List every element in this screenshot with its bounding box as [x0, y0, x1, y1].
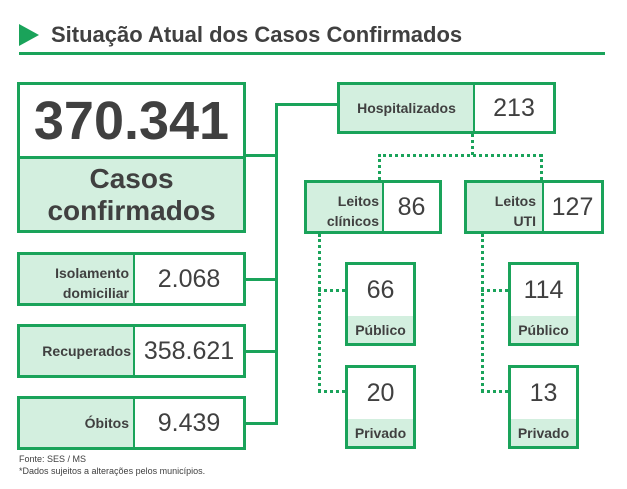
disclaimer-note: *Dados sujeitos a alterações pelos munic…	[19, 466, 206, 476]
dotted-uti-down	[481, 234, 484, 392]
leitos-clinicos-label-line2: clínicos	[326, 213, 379, 229]
obitos-divider	[133, 399, 135, 447]
dotted-hospital-down	[471, 134, 474, 155]
dotted-uti-privado	[481, 390, 508, 393]
leitos-uti-value: 127	[551, 192, 594, 221]
clinicos-publico-box: 66 Público	[345, 262, 416, 346]
clinicos-privado-label: Privado	[348, 419, 413, 446]
dotted-to-uti	[540, 154, 543, 180]
recuperados-value: 358.621	[143, 336, 235, 365]
connector-obitos	[244, 422, 277, 425]
clinicos-privado-value: 20	[366, 379, 395, 407]
clinicos-privado-box: 20 Privado	[345, 365, 416, 449]
recuperados-divider	[133, 327, 135, 375]
isolamento-label: Isolamento domiciliar	[20, 255, 133, 303]
obitos-box: Óbitos 9.439	[17, 396, 246, 450]
uti-publico-label: Público	[511, 316, 576, 343]
total-cases-box: 370.341 Casos confirmados	[17, 82, 246, 233]
dotted-to-clinicos	[378, 154, 381, 180]
dotted-clinicos-down	[318, 234, 321, 392]
leitos-uti-box: Leitos UTI 127	[464, 180, 604, 234]
isolamento-value: 2.068	[157, 264, 221, 293]
connector-total-trunk	[244, 154, 277, 157]
dotted-clinicos-publico	[318, 289, 345, 292]
isolamento-box: Isolamento domiciliar 2.068	[17, 252, 246, 306]
dotted-hospital-branch	[378, 154, 542, 157]
leitos-uti-label: Leitos UTI	[467, 183, 542, 231]
connector-trunk	[275, 103, 278, 425]
total-cases-value: 370.341	[33, 91, 230, 151]
total-cases-label-line2: confirmados	[47, 194, 216, 226]
uti-privado-label: Privado	[511, 419, 576, 446]
obitos-label: Óbitos	[20, 399, 133, 447]
uti-privado-box: 13 Privado	[508, 365, 579, 449]
connector-isolamento	[244, 278, 277, 281]
isolamento-label-line1: Isolamento	[55, 265, 129, 281]
leitos-uti-label-line1: Leitos	[494, 193, 536, 209]
source-note: Fonte: SES / MS	[19, 454, 87, 464]
leitos-clinicos-divider	[382, 183, 384, 231]
uti-publico-value: 114	[523, 276, 564, 304]
hospitalizados-value: 213	[493, 93, 535, 122]
total-cases-label: Casos confirmados	[20, 159, 243, 230]
connector-hospital	[275, 103, 337, 106]
header-underline	[19, 52, 605, 55]
leitos-clinicos-value: 86	[397, 192, 426, 221]
isolamento-divider	[133, 255, 135, 303]
dotted-clinicos-privado	[318, 390, 345, 393]
clinicos-publico-value: 66	[366, 276, 395, 304]
obitos-value: 9.439	[157, 408, 221, 437]
clinicos-publico-label: Público	[348, 316, 413, 343]
total-cases-label-line1: Casos	[89, 162, 174, 194]
recuperados-box: Recuperados 358.621	[17, 324, 246, 378]
isolamento-label-line2: domiciliar	[62, 285, 129, 301]
leitos-uti-divider	[542, 183, 544, 231]
dotted-uti-publico	[481, 289, 508, 292]
leitos-clinicos-box: Leitos clínicos 86	[304, 180, 442, 234]
hospitalizados-label: Hospitalizados	[340, 85, 473, 131]
recuperados-label: Recuperados	[20, 327, 133, 375]
leitos-clinicos-label-line1: Leitos	[337, 193, 379, 209]
leitos-clinicos-label: Leitos clínicos	[307, 183, 382, 231]
leitos-uti-label-line2: UTI	[513, 213, 536, 229]
connector-recuperados	[244, 350, 277, 353]
hospitalizados-divider	[473, 85, 475, 131]
page-title: Situação Atual dos Casos Confirmados	[51, 22, 463, 47]
uti-privado-value: 13	[529, 379, 558, 407]
total-cases-divider	[20, 156, 243, 159]
uti-publico-box: 114 Público	[508, 262, 579, 346]
hospitalizados-box: Hospitalizados 213	[337, 82, 556, 134]
header-arrow-icon	[19, 24, 39, 46]
